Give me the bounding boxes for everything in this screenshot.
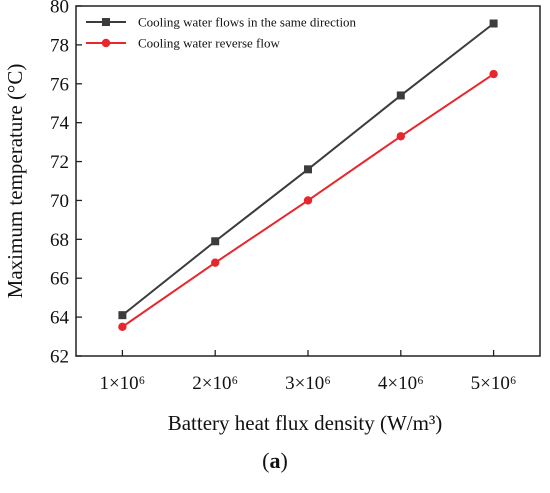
legend-swatch-marker xyxy=(102,18,110,26)
x-tick-label: 2×10⁶ xyxy=(192,373,238,394)
y-axis-title: Maximum temperature (°C) xyxy=(3,64,27,299)
data-point xyxy=(396,91,405,100)
data-point xyxy=(211,258,220,267)
y-tick-label: 70 xyxy=(50,191,69,212)
data-point xyxy=(304,165,312,174)
legend: Cooling water flows in the same directio… xyxy=(86,15,357,51)
y-axis: 62 64 66 68 70 72 74 76 78 80 xyxy=(50,0,82,368)
legend-swatch-marker xyxy=(101,38,111,48)
data-point xyxy=(118,311,127,320)
x-axis: 1×10⁶ 2×10⁶ 3×10⁶ 4×10⁶ 5×10⁶ xyxy=(99,350,517,394)
x-tick-label: 1×10⁶ xyxy=(99,373,145,394)
data-point xyxy=(489,19,498,28)
series-1 xyxy=(118,19,498,320)
data-point xyxy=(118,322,127,332)
data-point xyxy=(489,69,498,79)
y-tick-label: 72 xyxy=(50,152,69,173)
x-axis-title: Battery heat flux density (W/m³) xyxy=(168,411,443,435)
y-tick-label: 78 xyxy=(50,35,69,56)
series-2 xyxy=(118,69,498,332)
x-tick-label: 4×10⁶ xyxy=(378,373,424,394)
data-point xyxy=(396,132,405,141)
y-tick-label: 68 xyxy=(50,230,69,251)
plot-frame xyxy=(75,5,541,357)
series-layer xyxy=(118,19,498,332)
y-tick-label: 62 xyxy=(50,347,69,368)
legend-entry-label: Cooling water reverse flow xyxy=(138,36,280,51)
y-tick-label: 74 xyxy=(50,113,70,134)
y-tick-label: 64 xyxy=(50,308,70,329)
data-point xyxy=(303,196,313,205)
x-tick-label: 3×10⁶ xyxy=(285,373,331,394)
x-tick-label: 5×10⁶ xyxy=(471,373,517,394)
y-tick-label: 66 xyxy=(50,269,69,290)
figure-caption: (a) xyxy=(262,448,288,473)
data-point xyxy=(211,237,220,246)
y-tick-label: 76 xyxy=(50,74,69,95)
y-tick-label: 80 xyxy=(50,0,69,18)
legend-entry-label: Cooling water flows in the same directio… xyxy=(138,15,357,30)
